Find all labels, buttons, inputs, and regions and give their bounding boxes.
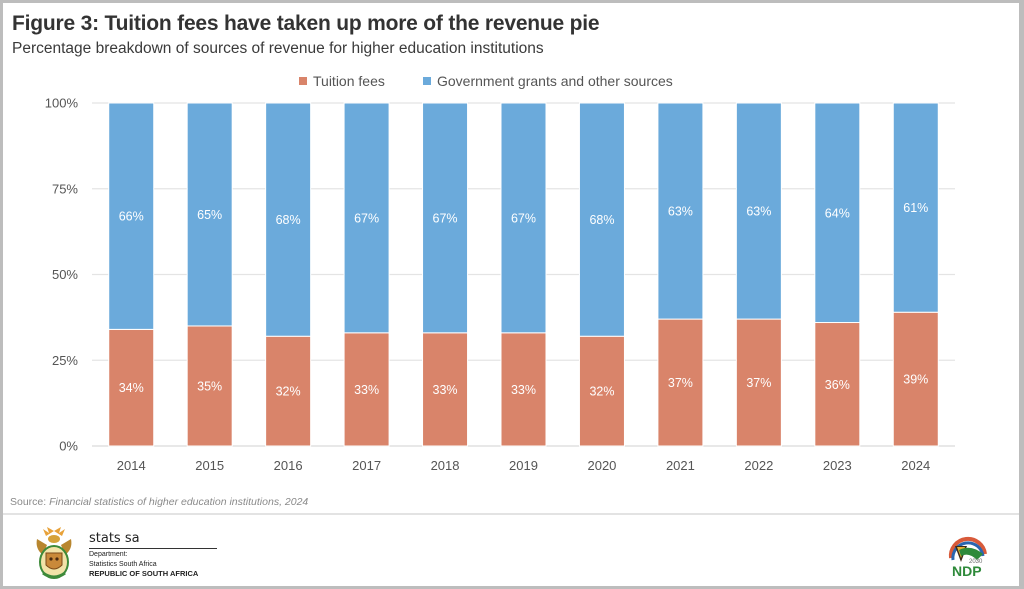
coat-of-arms-icon bbox=[36, 527, 72, 579]
data-label-tuition-fees: 36% bbox=[825, 378, 850, 392]
data-label-government-grants: 63% bbox=[746, 205, 771, 219]
y-tick-label: 75% bbox=[52, 181, 78, 196]
bar-tuition-fees bbox=[186, 325, 233, 447]
stacked-bar-chart: 0% 25% 50% 75% 100% 34% 66% 2014 35% 65% 2015 32% 68… bbox=[45, 96, 955, 473]
data-label-tuition-fees: 34% bbox=[119, 381, 144, 395]
bar-government-grants bbox=[343, 102, 390, 334]
data-label-government-grants: 67% bbox=[511, 211, 536, 225]
x-tick-label: 2021 bbox=[666, 458, 695, 473]
x-tick-label: 2022 bbox=[744, 458, 773, 473]
ndp-text: NDP bbox=[952, 563, 982, 578]
bar-government-grants bbox=[108, 102, 155, 330]
x-tick-label: 2019 bbox=[509, 458, 538, 473]
data-label-tuition-fees: 39% bbox=[903, 373, 928, 387]
data-label-government-grants: 68% bbox=[589, 213, 614, 227]
source-note: Source: Financial statistics of higher e… bbox=[10, 496, 308, 508]
source-label: Source: bbox=[10, 496, 50, 508]
bar-tuition-fees bbox=[735, 318, 782, 447]
data-label-tuition-fees: 37% bbox=[668, 376, 693, 390]
org-name: stats sa bbox=[89, 531, 217, 549]
bar-government-grants bbox=[422, 102, 469, 334]
legend-label-government-grants: Government grants and other sources bbox=[437, 73, 673, 89]
bar-government-grants bbox=[814, 102, 861, 324]
bar-government-grants bbox=[265, 102, 312, 337]
data-label-tuition-fees: 33% bbox=[433, 383, 458, 397]
bar-government-grants bbox=[657, 102, 704, 320]
bar-tuition-fees bbox=[108, 328, 155, 447]
data-label-government-grants: 67% bbox=[433, 211, 458, 225]
data-label-government-grants: 63% bbox=[668, 205, 693, 219]
x-tick-label: 2016 bbox=[274, 458, 303, 473]
x-tick-label: 2014 bbox=[117, 458, 146, 473]
source-text: Financial statistics of higher education… bbox=[49, 496, 309, 508]
legend-swatch-tuition-fees bbox=[299, 77, 307, 85]
bar-tuition-fees bbox=[500, 332, 547, 447]
y-tick-label: 25% bbox=[52, 353, 78, 368]
bar-government-grants bbox=[735, 102, 782, 320]
data-label-tuition-fees: 33% bbox=[511, 383, 536, 397]
x-tick-label: 2015 bbox=[195, 458, 224, 473]
data-label-tuition-fees: 33% bbox=[354, 383, 379, 397]
dept-line-2: Statistics South Africa bbox=[89, 561, 157, 568]
data-label-government-grants: 66% bbox=[119, 210, 144, 224]
data-label-tuition-fees: 32% bbox=[276, 385, 301, 399]
chart-title: Figure 3: Tuition fees have taken up mor… bbox=[12, 12, 600, 35]
bar-tuition-fees bbox=[422, 332, 469, 447]
data-label-government-grants: 65% bbox=[197, 208, 222, 222]
bar-tuition-fees bbox=[343, 332, 390, 447]
y-tick-label: 50% bbox=[52, 267, 78, 282]
x-tick-label: 2018 bbox=[431, 458, 460, 473]
bar-government-grants bbox=[578, 102, 625, 337]
x-tick-label: 2017 bbox=[352, 458, 381, 473]
data-label-tuition-fees: 35% bbox=[197, 379, 222, 393]
legend-item-tuition-fees: Tuition fees bbox=[299, 73, 385, 89]
dept-line-1: Department: bbox=[89, 551, 128, 558]
figure-frame: Figure 3: Tuition fees have taken up mor… bbox=[3, 3, 1019, 586]
bar-government-grants bbox=[186, 102, 233, 327]
legend-item-government-grants: Government grants and other sources bbox=[423, 73, 673, 89]
stats-sa-logo: stats sa Department: Statistics South Af… bbox=[33, 525, 217, 581]
data-label-government-grants: 61% bbox=[903, 201, 928, 215]
bar-government-grants bbox=[500, 102, 547, 334]
footer-divider bbox=[3, 513, 1019, 515]
bar-government-grants bbox=[892, 102, 939, 313]
ndp-logo-icon: 2030 NDP bbox=[948, 536, 987, 578]
legend-swatch-government-grants bbox=[423, 77, 431, 85]
data-label-tuition-fees: 32% bbox=[589, 385, 614, 399]
ndp-year: 2030 bbox=[969, 559, 983, 565]
data-label-government-grants: 67% bbox=[354, 211, 379, 225]
data-label-tuition-fees: 37% bbox=[746, 376, 771, 390]
x-tick-label: 2023 bbox=[823, 458, 852, 473]
country-name: REPUBLIC OF SOUTH AFRICA bbox=[89, 569, 199, 578]
x-tick-label: 2020 bbox=[587, 458, 616, 473]
x-tick-label: 2024 bbox=[901, 458, 930, 473]
chart-subtitle: Percentage breakdown of sources of reven… bbox=[12, 40, 544, 57]
data-label-government-grants: 64% bbox=[825, 206, 850, 220]
bar-tuition-fees bbox=[814, 322, 861, 447]
y-tick-label: 0% bbox=[59, 439, 78, 454]
data-label-government-grants: 68% bbox=[276, 213, 301, 227]
y-tick-label: 100% bbox=[45, 96, 79, 111]
legend-label-tuition-fees: Tuition fees bbox=[313, 73, 385, 89]
